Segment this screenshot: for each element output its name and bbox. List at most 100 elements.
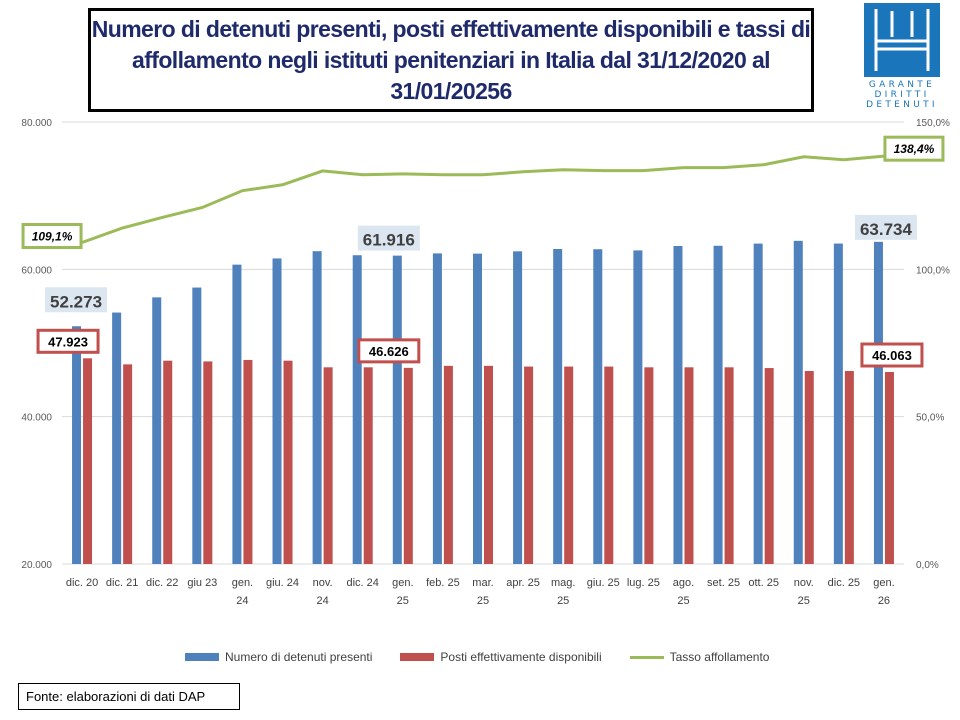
bar-detenuti <box>352 255 362 564</box>
bar-detenuti <box>232 264 242 564</box>
x-tick-label: dic. 25 <box>828 577 860 589</box>
legend-swatch <box>185 653 219 661</box>
logo-text: DIRITTI <box>874 90 930 100</box>
y-right-tick-label: 0,0% <box>916 560 939 571</box>
x-tick-label: dic. 24 <box>347 577 379 589</box>
legend-item-posti: Posti effettivamente disponibili <box>400 650 602 664</box>
data-label-posti: 47.923 <box>48 334 88 349</box>
data-label-detenuti: 63.734 <box>860 220 913 239</box>
legend-item-tasso: Tasso affollamento <box>629 650 770 664</box>
x-tick-label: gen. <box>232 577 253 589</box>
bar-posti <box>564 366 574 564</box>
bar-detenuti <box>392 255 402 564</box>
bar-detenuti <box>513 251 523 564</box>
x-tick-label: mag. <box>551 577 575 589</box>
y-right-tick-label: 150,0% <box>916 118 950 129</box>
x-tick-label: ott. 25 <box>748 577 779 589</box>
x-tick-label: nov. <box>313 577 333 589</box>
bar-detenuti <box>432 253 442 564</box>
x-tick-label: 25 <box>397 595 409 607</box>
x-tick-label: ago. <box>673 577 694 589</box>
x-tick-label: giu. 24 <box>266 577 299 589</box>
data-label-bg <box>357 338 421 364</box>
legend-swatch <box>400 653 435 661</box>
bar-detenuti <box>553 248 563 565</box>
chart-title: Numero di detenuti presenti, posti effet… <box>91 15 811 104</box>
bar-posti <box>363 367 373 564</box>
x-tick-label: apr. 25 <box>506 577 540 589</box>
logo-mark-icon <box>864 3 940 77</box>
bar-posti <box>644 367 654 564</box>
x-tick-label: giu. 25 <box>587 577 620 589</box>
bar-posti <box>604 366 614 564</box>
x-tick-label: 25 <box>477 595 489 607</box>
x-tick-label: 24 <box>316 595 328 607</box>
bar-detenuti <box>272 258 282 564</box>
x-tick-label: dic. 20 <box>66 577 98 589</box>
x-tick-label: 26 <box>878 595 890 607</box>
bar-posti <box>884 372 894 564</box>
y-left-tick-label: 40.000 <box>21 413 52 424</box>
legend-label: Tasso affollamento <box>669 650 770 664</box>
legend: Numero di detenuti presenti Posti effett… <box>185 650 769 664</box>
bar-detenuti <box>593 249 603 564</box>
data-label-detenuti: 61.916 <box>363 231 415 250</box>
x-tick-label: dic. 21 <box>106 577 138 589</box>
x-tick-label: 25 <box>798 595 810 607</box>
legend-label: Numero di detenuti presenti <box>225 650 373 664</box>
x-tick-label: set. 25 <box>707 577 740 589</box>
data-label-posti: 46.063 <box>872 348 912 363</box>
bar-detenuti <box>673 246 683 564</box>
bar-detenuti <box>713 245 723 565</box>
data-label-detenuti: 52.273 <box>50 292 102 311</box>
chart-title-box: Numero di detenuti presenti, posti effet… <box>88 8 814 112</box>
x-tick-label: mar. <box>472 577 493 589</box>
y-left-tick-label: 20.000 <box>21 560 52 571</box>
data-label-bg <box>883 135 945 162</box>
bar-detenuti <box>152 297 162 564</box>
x-tick-label: feb. 25 <box>426 577 460 589</box>
bar-posti <box>403 367 413 564</box>
logo-text: GARANTE <box>868 80 936 90</box>
y-left-tick-label: 60.000 <box>21 265 52 276</box>
bar-posti <box>203 361 213 564</box>
data-label-bg <box>36 328 100 354</box>
bar-posti <box>484 365 493 564</box>
bar-detenuti <box>72 326 82 564</box>
y-right-tick-label: 100,0% <box>916 265 950 276</box>
bar-detenuti <box>192 287 202 564</box>
data-label-tasso: 109,1% <box>32 230 73 244</box>
bar-posti <box>724 367 734 564</box>
bar-detenuti <box>633 250 643 564</box>
bar-posti <box>323 367 333 564</box>
x-tick-label: 25 <box>677 595 689 607</box>
bar-posti <box>283 360 293 564</box>
data-label-tasso: 138,4% <box>894 142 935 156</box>
x-tick-label: lug. 25 <box>627 577 660 589</box>
bar-posti <box>844 370 854 564</box>
data-label-bg <box>357 225 420 251</box>
legend-label: Posti effettivamente disponibili <box>440 650 602 664</box>
x-tick-label: dic. 22 <box>146 577 178 589</box>
garante-logo: GARANTE DIRITTI DETENUTI <box>864 3 940 111</box>
bar-posti <box>804 370 814 564</box>
bar-posti <box>443 365 453 564</box>
data-label-bg <box>21 223 83 250</box>
bar-posti <box>684 367 694 564</box>
logo-text: DETENUTI <box>866 100 938 110</box>
data-label-bg <box>860 342 924 368</box>
legend-item-detenuti: Numero di detenuti presenti <box>185 650 372 664</box>
data-label-bg <box>45 287 108 313</box>
bar-posti <box>243 359 253 564</box>
bar-detenuti <box>833 243 843 564</box>
x-tick-label: 25 <box>557 595 569 607</box>
y-right-tick-label: 50,0% <box>916 413 944 424</box>
bar-detenuti <box>473 253 482 564</box>
data-label-posti: 46.626 <box>369 344 409 359</box>
bar-posti <box>83 358 93 564</box>
bar-posti <box>764 368 774 564</box>
bar-posti <box>524 366 534 564</box>
bar-detenuti <box>873 241 883 564</box>
line-tasso <box>81 154 885 244</box>
